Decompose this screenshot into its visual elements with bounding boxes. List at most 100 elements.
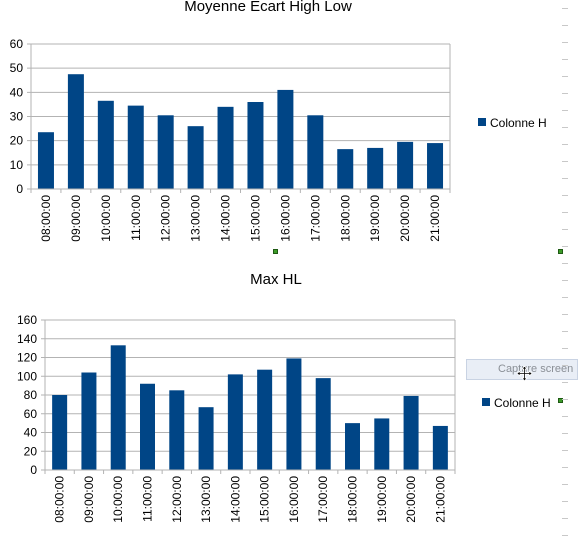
edge-dash	[562, 25, 568, 26]
legend[interactable]: Colonne H	[478, 116, 547, 130]
y-tick-label: 40	[10, 85, 24, 99]
edge-dash	[562, 314, 568, 315]
capture-screen-button[interactable]: Capture screen	[466, 359, 578, 380]
edge-dash	[562, 59, 568, 60]
x-tick-label: 11:00:00	[141, 476, 155, 522]
edge-dash	[562, 263, 568, 264]
bar[interactable]	[345, 423, 360, 470]
bar[interactable]	[286, 358, 302, 470]
edge-dash	[562, 110, 568, 111]
x-tick-label: 14:00:00	[219, 195, 233, 242]
edge-dash	[562, 229, 568, 230]
edge-dash	[562, 450, 568, 451]
x-tick-label: 21:00:00	[428, 195, 442, 242]
legend-label: Colonne H	[490, 116, 547, 130]
bar[interactable]	[169, 390, 185, 470]
legend-swatch	[478, 118, 486, 126]
y-tick-label: 40	[24, 426, 38, 440]
x-tick-label: 16:00:00	[278, 195, 292, 242]
bar[interactable]	[37, 132, 54, 189]
x-tick-label: 14:00:00	[228, 476, 242, 523]
x-tick-label: 12:00:00	[159, 195, 173, 242]
edge-dash	[562, 76, 568, 77]
x-tick-label: 16:00:00	[287, 476, 301, 523]
chart-title: Max HL	[250, 271, 302, 288]
x-tick-label: 21:00:00	[433, 476, 447, 523]
edge-dash	[562, 365, 568, 366]
bar[interactable]	[257, 369, 273, 470]
edge-dash	[562, 246, 568, 247]
bar[interactable]	[140, 383, 155, 470]
selection-handle-icon[interactable]	[558, 398, 563, 403]
x-axis-ticks: 08:00:00 09:00:00 10:00:00 11:00:00 12:00:00…	[27, 188, 451, 242]
y-tick-label: 0	[16, 182, 23, 196]
x-tick-label: 20:00:00	[398, 195, 412, 242]
x-tick-label: 08:00:00	[39, 195, 53, 242]
x-tick-label: 09:00:00	[69, 195, 83, 242]
y-tick-label: 140	[17, 332, 37, 346]
y-tick-label: 20	[24, 444, 38, 458]
bar[interactable]	[67, 74, 84, 189]
y-tick-label: 160	[17, 313, 37, 327]
chart-moyenne-ecart[interactable]: Moyenne Ecart High Low 0 10 20 30 40 50 60 08:…	[10, 0, 547, 242]
y-tick-label: 100	[17, 369, 37, 383]
x-tick-label: 08:00:00	[53, 476, 67, 523]
edge-dash	[562, 297, 568, 298]
legend[interactable]: Colonne H	[482, 396, 551, 410]
bar[interactable]	[337, 149, 354, 189]
x-tick-label: 20:00:00	[404, 476, 418, 523]
selection-handle-icon[interactable]	[558, 249, 563, 254]
gridlines	[41, 319, 456, 471]
bar[interactable]	[432, 425, 448, 470]
edge-dash	[562, 127, 568, 128]
edge-dash	[562, 416, 568, 417]
y-axis-ticks: 0 20 40 60 80 100 120 140 160	[17, 313, 37, 477]
bar[interactable]	[52, 395, 68, 470]
selection-handle-icon[interactable]	[273, 249, 278, 254]
x-tick-label: 11:00:00	[129, 195, 143, 241]
bar[interactable]	[127, 105, 144, 189]
bar[interactable]	[217, 106, 234, 189]
y-tick-label: 120	[17, 351, 37, 365]
gridlines	[27, 43, 451, 190]
edge-dash	[562, 8, 568, 9]
y-tick-label: 20	[10, 134, 24, 148]
bar[interactable]	[403, 395, 419, 470]
chart-title: Moyenne Ecart High Low	[184, 0, 352, 15]
bar[interactable]	[315, 378, 331, 470]
edge-dash	[562, 178, 568, 179]
bar-series	[37, 74, 444, 189]
edge-dash	[562, 501, 568, 502]
bar[interactable]	[374, 418, 390, 470]
bar[interactable]	[397, 141, 414, 189]
bar-series	[52, 345, 448, 470]
bar[interactable]	[198, 407, 214, 470]
bar[interactable]	[81, 372, 97, 471]
x-tick-label: 18:00:00	[346, 476, 360, 523]
bar[interactable]	[157, 115, 174, 189]
y-tick-label: 10	[10, 158, 24, 172]
bar[interactable]	[227, 374, 243, 470]
x-tick-label: 17:00:00	[308, 195, 322, 242]
bar[interactable]	[110, 345, 126, 470]
bar[interactable]	[277, 89, 294, 189]
x-tick-label: 13:00:00	[189, 195, 203, 242]
y-axis-ticks: 0 10 20 30 40 50 60	[10, 37, 24, 196]
bar[interactable]	[307, 115, 324, 189]
y-tick-label: 50	[10, 61, 24, 75]
x-tick-label: 10:00:00	[99, 195, 113, 242]
edge-dash	[562, 212, 568, 213]
chart-max-hl[interactable]: Max HL 0 20 40 60 80 100 120 140 160 08:00:00 09:…	[17, 271, 551, 523]
bar[interactable]	[247, 102, 264, 189]
edge-dash	[562, 331, 568, 332]
x-tick-label: 17:00:00	[316, 476, 330, 523]
bar[interactable]	[97, 100, 114, 189]
bar[interactable]	[187, 126, 204, 189]
edge-dash	[562, 399, 568, 400]
bar[interactable]	[427, 143, 444, 189]
x-tick-label: 15:00:00	[248, 195, 262, 242]
x-tick-label: 19:00:00	[368, 195, 382, 242]
edge-dash	[562, 93, 568, 94]
bar[interactable]	[367, 147, 384, 189]
